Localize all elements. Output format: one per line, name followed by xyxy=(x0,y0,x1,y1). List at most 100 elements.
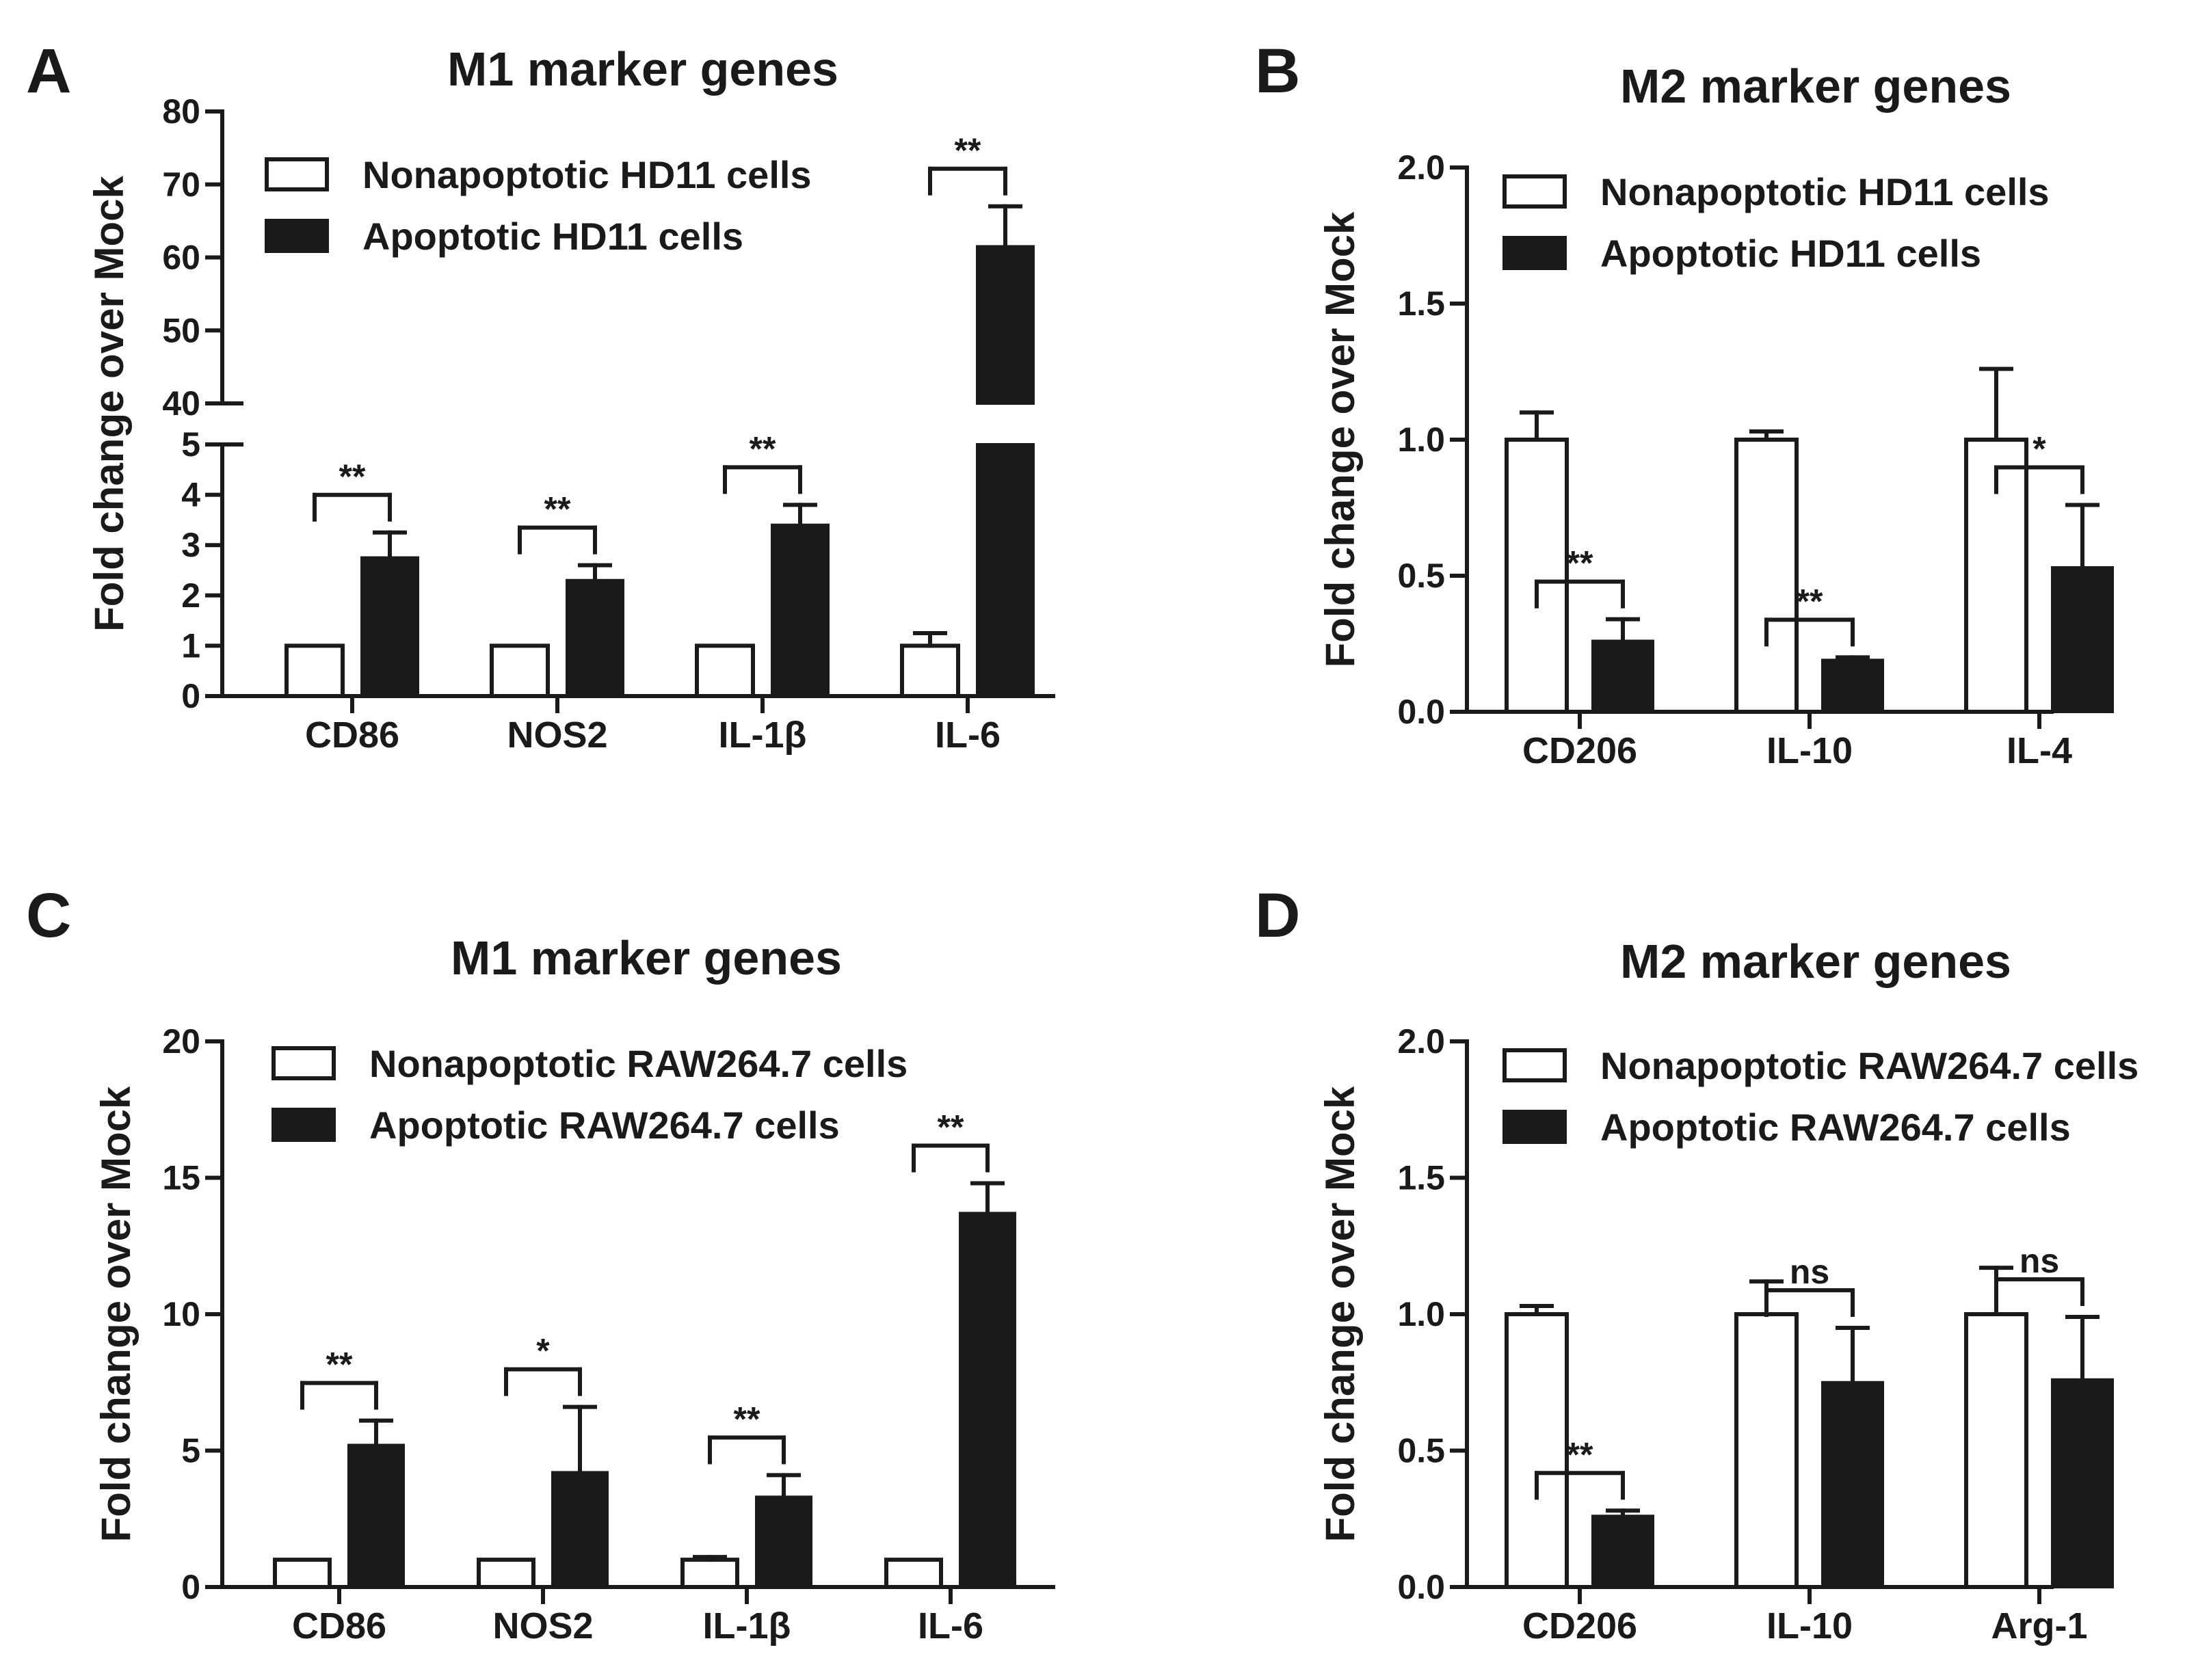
y-tick-label: 0 xyxy=(181,677,200,715)
significance-label: ** xyxy=(955,131,981,170)
significance-label: ** xyxy=(544,490,571,529)
bar-nonapoptotic xyxy=(1505,1312,1569,1589)
y-tick-label: 40 xyxy=(162,384,200,423)
chart-title: M1 marker genes xyxy=(447,42,838,96)
y-tick-label: 0.0 xyxy=(1397,1568,1445,1606)
x-category-label: CD86 xyxy=(292,1605,386,1646)
bar-apoptotic xyxy=(1821,658,1884,714)
x-category-label: NOS2 xyxy=(507,715,607,756)
bar-apoptotic-upper xyxy=(976,245,1035,405)
x-category-label: IL-6 xyxy=(935,715,1001,756)
x-category-label: IL-1β xyxy=(703,1605,791,1646)
bar-apoptotic xyxy=(1591,639,1654,714)
y-tick-label: 1.5 xyxy=(1397,1159,1445,1197)
significance-label: ** xyxy=(326,1346,353,1384)
bar-apoptotic xyxy=(771,523,830,698)
significance-label: ** xyxy=(750,429,776,468)
chart-title: M2 marker genes xyxy=(1620,59,2011,113)
significance-label: ns xyxy=(1790,1253,1829,1291)
significance-label: ns xyxy=(2020,1242,2059,1280)
legend-label: Apoptotic RAW264.7 cells xyxy=(1600,1106,2071,1149)
y-axis-label: Fold change over Mock xyxy=(86,175,132,631)
x-category-label: IL-10 xyxy=(1766,1605,1853,1646)
bar-nonapoptotic xyxy=(680,1558,739,1590)
significance-label: ** xyxy=(1567,1435,1593,1474)
x-category-label: CD206 xyxy=(1522,1605,1637,1646)
significance-label: * xyxy=(536,1332,550,1370)
significance-label: ** xyxy=(1797,582,1823,620)
legend-swatch-nonapoptotic xyxy=(1502,1048,1567,1082)
bar-apoptotic xyxy=(347,1443,405,1589)
bar-nonapoptotic xyxy=(900,643,960,699)
bar-nonapoptotic xyxy=(284,643,345,699)
y-tick-label: 1.0 xyxy=(1397,421,1445,459)
y-tick-label: 2.0 xyxy=(1397,148,1445,187)
significance-label: ** xyxy=(339,457,366,496)
legend-swatch-apoptotic xyxy=(265,219,329,253)
legend-label: Nonapoptotic RAW264.7 cells xyxy=(1600,1044,2138,1087)
y-tick-label: 10 xyxy=(162,1295,200,1333)
bar-nonapoptotic xyxy=(477,1558,535,1590)
bar-apoptotic xyxy=(2051,1378,2114,1588)
panel-letter: A xyxy=(26,36,71,106)
legend-label: Apoptotic HD11 cells xyxy=(1600,232,1981,275)
x-category-label: IL-6 xyxy=(918,1605,983,1646)
x-category-label: Arg-1 xyxy=(1991,1605,2087,1646)
x-category-label: NOS2 xyxy=(492,1605,593,1646)
bar-apoptotic xyxy=(2051,566,2114,713)
bar-nonapoptotic xyxy=(1734,1312,1799,1589)
bar-nonapoptotic xyxy=(884,1558,943,1590)
y-tick-label: 50 xyxy=(162,311,200,349)
panel-letter: D xyxy=(1255,881,1300,950)
legend-label: Nonapoptotic HD11 cells xyxy=(1600,170,2050,213)
y-tick-label: 1.5 xyxy=(1397,284,1445,323)
bar-nonapoptotic xyxy=(1505,438,1569,714)
bar-nonapoptotic xyxy=(273,1558,332,1590)
y-axis-label: Fold change over Mock xyxy=(1317,1086,1363,1542)
bar-nonapoptotic xyxy=(490,643,550,699)
y-axis-label: Fold change over Mock xyxy=(93,1086,139,1542)
y-tick-label: 0.0 xyxy=(1397,693,1445,731)
x-category-label: IL-10 xyxy=(1766,730,1853,771)
legend-label: Apoptotic HD11 cells xyxy=(362,215,743,258)
y-tick-label: 0 xyxy=(181,1568,200,1606)
y-tick-label: 5 xyxy=(181,1432,200,1470)
panel-letter: B xyxy=(1255,36,1300,106)
panel-letter: C xyxy=(26,881,71,950)
y-tick-label: 0.5 xyxy=(1397,557,1445,595)
x-category-label: IL-4 xyxy=(2007,730,2072,771)
y-tick-label: 2.0 xyxy=(1397,1022,1445,1061)
y-tick-label: 20 xyxy=(162,1022,200,1061)
bar-apoptotic xyxy=(755,1495,812,1589)
x-category-label: IL-1β xyxy=(719,715,807,756)
y-tick-label: 5 xyxy=(181,425,200,464)
bar-apoptotic xyxy=(1821,1381,1884,1588)
bar-nonapoptotic xyxy=(695,643,755,699)
legend-label: Apoptotic RAW264.7 cells xyxy=(369,1104,840,1147)
x-category-label: CD86 xyxy=(305,715,399,756)
y-tick-label: 15 xyxy=(162,1159,200,1197)
y-tick-label: 1.0 xyxy=(1397,1295,1445,1333)
significance-label: * xyxy=(2032,430,2046,468)
legend-label: Nonapoptotic HD11 cells xyxy=(362,153,812,196)
y-axis-label: Fold change over Mock xyxy=(1317,211,1363,667)
legend-swatch-nonapoptotic xyxy=(265,157,329,191)
significance-label: ** xyxy=(938,1108,964,1146)
bar-nonapoptotic xyxy=(1734,438,1799,714)
chart-title: M1 marker genes xyxy=(451,931,842,985)
y-tick-label: 3 xyxy=(181,526,200,564)
significance-label: ** xyxy=(1567,544,1593,583)
legend-swatch-nonapoptotic xyxy=(272,1046,336,1080)
y-tick-label: 1 xyxy=(181,626,200,665)
bar-apoptotic xyxy=(551,1471,609,1588)
bar-apoptotic xyxy=(959,1212,1016,1588)
bar-apoptotic-lower xyxy=(976,443,1035,697)
y-tick-label: 70 xyxy=(162,165,200,204)
y-tick-label: 4 xyxy=(181,476,200,514)
y-tick-label: 0.5 xyxy=(1397,1432,1445,1470)
y-tick-label: 60 xyxy=(162,239,200,277)
legend-swatch-apoptotic xyxy=(1502,236,1567,270)
y-tick-label: 2 xyxy=(181,576,200,615)
legend-swatch-apoptotic xyxy=(1502,1110,1567,1144)
